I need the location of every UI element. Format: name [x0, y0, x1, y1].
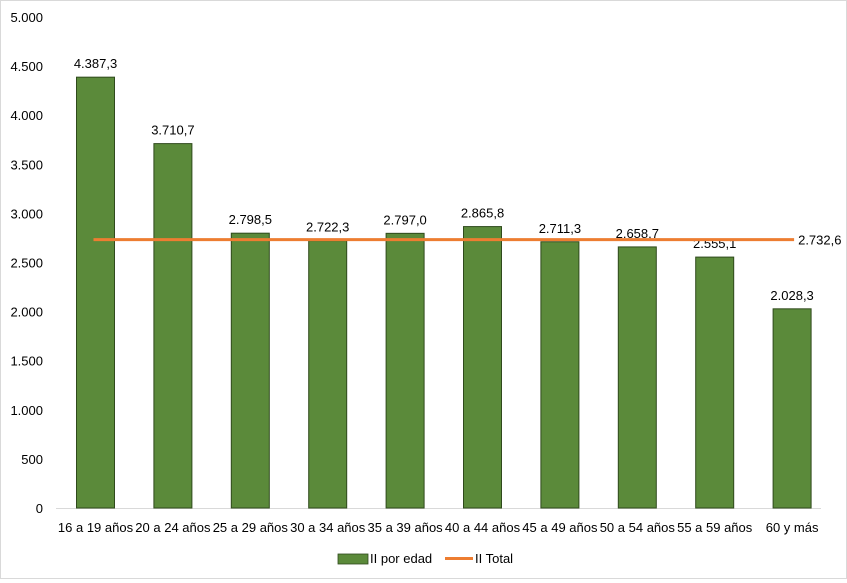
y-tick-label: 2.500 [10, 256, 43, 271]
bar-value-label: 2.722,3 [306, 220, 349, 235]
x-tick-label: 20 a 24 años [135, 520, 211, 535]
x-tick-label: 35 a 39 años [368, 520, 444, 535]
bar-value-label: 2.658,7 [616, 226, 659, 241]
bar-value-label: 3.710,7 [151, 123, 194, 138]
y-tick-label: 1.500 [10, 354, 43, 369]
y-tick-label: 3.000 [10, 206, 43, 221]
x-axis-labels: 16 a 19 años 20 a 24 años 25 a 29 años 30 a… [58, 520, 819, 535]
y-tick-label: 3.500 [10, 157, 43, 172]
bar [617, 246, 657, 509]
bar [308, 240, 348, 509]
bar-value-label: 2.797,0 [383, 212, 426, 227]
bar-data-labels: 4.387,3 3.710,7 2.798,5 2.722,3 2.797,0 2.865… [74, 56, 814, 303]
x-tick-label: 60 y más [766, 520, 819, 535]
bar [772, 308, 812, 509]
bar [463, 226, 502, 509]
x-tick-label: 30 a 34 años [290, 520, 366, 535]
legend-bar-swatch [337, 553, 369, 565]
bar-value-label: 2.711,3 [539, 221, 581, 236]
y-tick-label: 4.500 [10, 59, 43, 74]
y-tick-label: 500 [21, 452, 43, 467]
bar [385, 232, 425, 509]
bar-series [76, 76, 812, 509]
y-tick-label: 4.000 [10, 108, 43, 123]
bar [695, 256, 735, 509]
legend-bar-label: II por edad [370, 551, 432, 566]
legend: II por edad II Total [337, 551, 513, 566]
y-axis: 0 500 1.000 1.500 2.000 2.500 3.000 3.500 4.000 4… [10, 10, 43, 516]
bar-value-label: 2.798,5 [229, 212, 272, 227]
bar [76, 76, 115, 509]
bar-value-label: 2.028,3 [770, 288, 813, 303]
bar-value-label: 4.387,3 [74, 56, 117, 71]
y-tick-label: 5.000 [10, 10, 43, 25]
x-tick-label: 45 a 49 años [522, 520, 598, 535]
total-line-series: 2.732,6 [93, 233, 841, 248]
bar [153, 143, 193, 509]
x-tick-label: 40 a 44 años [445, 520, 521, 535]
bar-value-label: 2.865,8 [461, 206, 504, 221]
x-tick-label: 50 a 54 años [600, 520, 676, 535]
y-tick-label: 0 [36, 501, 43, 516]
x-tick-label: 16 a 19 años [58, 520, 134, 535]
bar [540, 241, 580, 509]
bar [230, 232, 270, 509]
y-tick-label: 2.000 [10, 305, 43, 320]
y-tick-label: 1.000 [10, 403, 43, 418]
x-tick-label: 55 a 59 años [677, 520, 753, 535]
legend-line-label: II Total [475, 551, 513, 566]
total-line-label: 2.732,6 [798, 233, 841, 248]
x-tick-label: 25 a 29 años [213, 520, 289, 535]
